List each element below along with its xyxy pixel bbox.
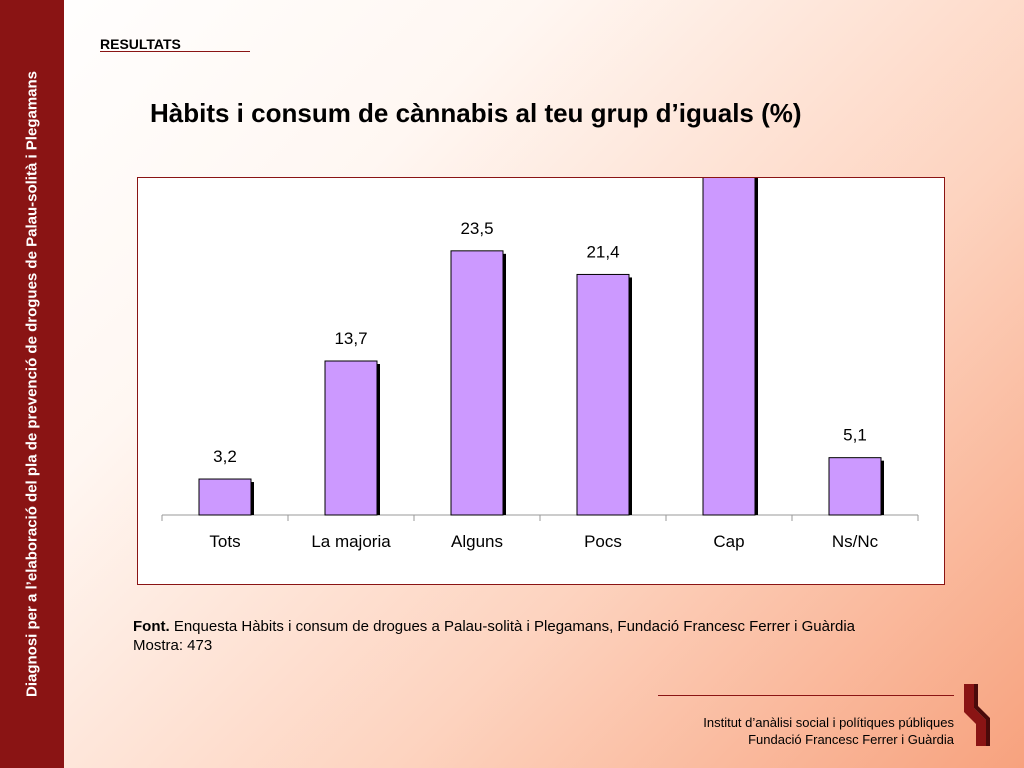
category-label: Pocs xyxy=(584,532,622,551)
category-label: Alguns xyxy=(451,532,503,551)
bar-ns-nc xyxy=(828,457,882,516)
bar-alguns xyxy=(450,250,504,516)
sidebar: Diagnosi per a l’elaboració del pla de p… xyxy=(0,0,64,768)
category-label: Ns/Nc xyxy=(832,532,879,551)
bar-pocs xyxy=(576,273,630,516)
logo-icon xyxy=(964,684,990,746)
category-label: La majoria xyxy=(311,532,391,551)
source-text: Enquesta Hàbits i consum de drogues a Pa… xyxy=(173,618,856,635)
bar-la-majoria xyxy=(324,360,378,516)
bar-tots xyxy=(198,478,252,516)
chart-title: Hàbits i consum de cànnabis al teu grup … xyxy=(150,98,802,128)
footer-divider xyxy=(658,695,954,696)
footer-foundation: Fundació Francesc Ferrer i Guàrdia xyxy=(748,732,954,747)
bar-value-label: 3,2 xyxy=(213,447,237,466)
sidebar-title: Diagnosi per a l’elaboració del pla de p… xyxy=(23,70,41,698)
category-label: Cap xyxy=(713,532,744,551)
source-note: Font. Enquesta Hàbits i consum de drogue… xyxy=(133,617,855,655)
category-label: Tots xyxy=(209,532,240,551)
section-label: RESULTATS xyxy=(100,36,181,52)
source-label: Font. xyxy=(133,618,170,635)
bar-value-label: 23,5 xyxy=(460,219,493,238)
footer: Institut d’anàlisi social i polítiques p… xyxy=(703,714,954,748)
bar-cap xyxy=(702,178,756,516)
bar-value-label: 5,1 xyxy=(843,426,867,445)
bar-value-label: 13,7 xyxy=(334,329,367,348)
footer-institute: Institut d’anàlisi social i polítiques p… xyxy=(703,715,954,730)
sample-size: Mostra: 473 xyxy=(133,637,213,654)
section-underline xyxy=(100,51,250,52)
bar-value-label: 21,4 xyxy=(586,242,619,261)
